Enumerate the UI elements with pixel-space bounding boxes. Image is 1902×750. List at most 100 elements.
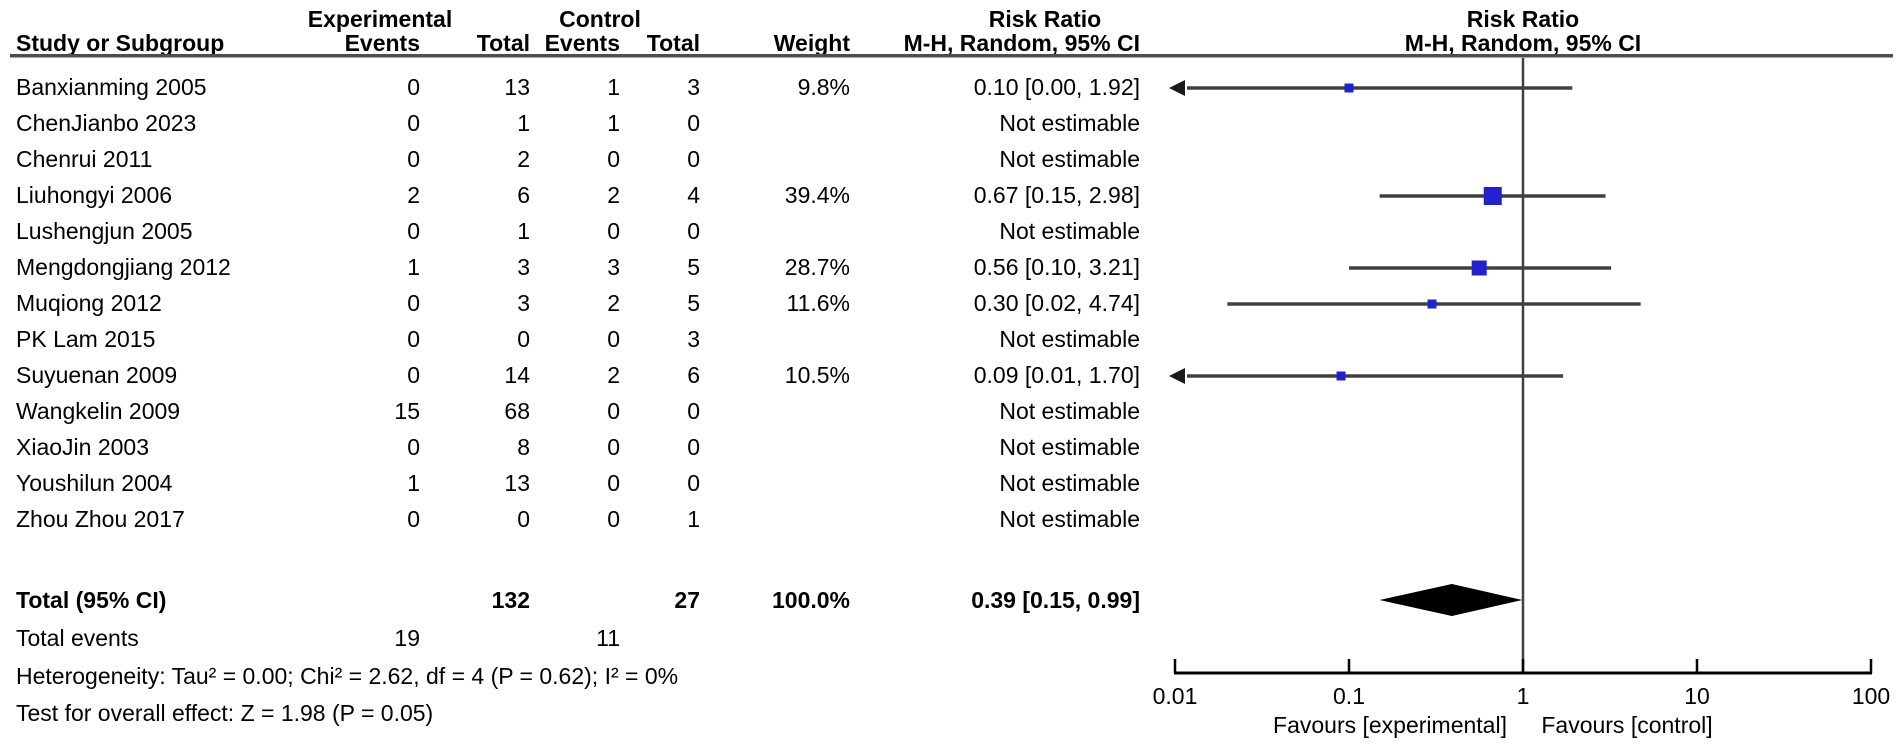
exp-total: 14	[504, 362, 530, 388]
effect-estimate: Not estimable	[999, 110, 1140, 136]
exp-events: 0	[407, 146, 420, 172]
exp-events: 0	[407, 110, 420, 136]
exp-events: 0	[407, 362, 420, 388]
ctrl-total: 0	[687, 434, 700, 460]
exp-events: 0	[407, 290, 420, 316]
header-rule	[10, 54, 1893, 58]
ci-arrow-left-icon	[1169, 368, 1185, 384]
effect-title-left: Risk Ratio	[988, 6, 1102, 32]
exp-total: 13	[504, 74, 530, 100]
study-name: PK Lam 2015	[16, 326, 156, 352]
exp-total: 0	[517, 326, 530, 352]
ctrl-events: 3	[607, 254, 620, 280]
total-row-label: Total (95% CI)	[16, 587, 167, 613]
exp-total: 3	[517, 290, 530, 316]
study-name: Muqiong 2012	[16, 290, 162, 316]
exp-total: 6	[517, 182, 530, 208]
favours-left-label: Favours [experimental]	[1273, 712, 1507, 738]
exp-events: 0	[407, 218, 420, 244]
study-name: Liuhongyi 2006	[16, 182, 173, 208]
ctrl-total: 0	[687, 470, 700, 496]
ctrl-total: 3	[687, 326, 700, 352]
ctrl-total: 1	[687, 506, 700, 532]
effect-marker	[1427, 299, 1437, 309]
study-name: Mengdongjiang 2012	[16, 254, 231, 280]
total-events-ctrl: 11	[596, 625, 620, 651]
study-name: Zhou Zhou 2017	[16, 506, 185, 532]
group-header-experimental: Experimental	[307, 6, 453, 32]
weight: 28.7%	[784, 254, 850, 280]
ctrl-total: 0	[687, 110, 700, 136]
effect-estimate: Not estimable	[999, 470, 1140, 496]
effect-estimate: Not estimable	[999, 218, 1140, 244]
effect-marker	[1336, 371, 1346, 381]
exp-total: 2	[517, 146, 530, 172]
exp-events: 1	[407, 470, 420, 496]
ctrl-events: 1	[607, 74, 620, 100]
heterogeneity-note: Heterogeneity: Tau² = 0.00; Chi² = 2.62,…	[16, 663, 679, 689]
axis-tick-label: 100	[1851, 683, 1891, 709]
ctrl-total: 4	[687, 182, 700, 208]
study-name: Banxianming 2005	[16, 74, 207, 100]
weight: 9.8%	[797, 74, 850, 100]
study-name: Suyuenan 2009	[16, 362, 178, 388]
effect-estimate: Not estimable	[999, 434, 1140, 460]
overall-effect-note: Test for overall effect: Z = 1.98 (P = 0…	[16, 700, 434, 726]
group-header-control: Control	[559, 6, 641, 32]
effect-marker	[1483, 187, 1502, 205]
ctrl-events: 0	[607, 146, 620, 172]
ctrl-events: 2	[607, 182, 620, 208]
weight: 10.5%	[784, 362, 850, 388]
effect-estimate: 0.67 [0.15, 2.98]	[973, 182, 1140, 208]
ctrl-total: 5	[687, 290, 700, 316]
study-name: Lushengjun 2005	[16, 218, 193, 244]
effect-title-right: Risk Ratio	[1466, 6, 1580, 32]
ctrl-events: 2	[607, 290, 620, 316]
exp-total: 13	[504, 470, 530, 496]
effect-estimate: 0.10 [0.00, 1.92]	[973, 74, 1140, 100]
total-exp-total: 132	[491, 587, 530, 613]
weight: 11.6%	[786, 290, 850, 316]
exp-events: 0	[407, 506, 420, 532]
plot-header-effect-ci: M-H, Random, 95% CI	[1404, 30, 1642, 56]
col-header-exp-total: Total	[476, 30, 530, 56]
axis-tick-label: 0.01	[1152, 683, 1198, 709]
axis-tick-label: 1	[1516, 683, 1530, 709]
col-header-ctrl-total: Total	[646, 30, 700, 56]
effect-estimate: 0.30 [0.02, 4.74]	[973, 290, 1140, 316]
ci-arrow-left-icon	[1169, 80, 1185, 96]
exp-total: 0	[517, 506, 530, 532]
ctrl-events: 0	[607, 398, 620, 424]
exp-total: 3	[517, 254, 530, 280]
favours-right-label: Favours [control]	[1541, 712, 1713, 738]
effect-marker	[1471, 260, 1487, 276]
ctrl-events: 1	[607, 110, 620, 136]
effect-estimate: Not estimable	[999, 506, 1140, 532]
summary-diamond	[1379, 584, 1523, 616]
exp-total: 1	[517, 218, 530, 244]
ctrl-events: 0	[607, 434, 620, 460]
effect-estimate: Not estimable	[999, 146, 1140, 172]
effect-estimate: Not estimable	[999, 326, 1140, 352]
study-name: ChenJianbo 2023	[16, 110, 197, 136]
exp-events: 0	[407, 74, 420, 100]
ctrl-events: 0	[607, 470, 620, 496]
exp-total: 68	[504, 398, 530, 424]
study-name: Chenrui 2011	[16, 146, 153, 172]
exp-events: 2	[407, 182, 420, 208]
ctrl-total: 5	[687, 254, 700, 280]
exp-total: 1	[517, 110, 530, 136]
exp-events: 1	[407, 254, 420, 280]
col-header-ctrl-events: Events	[544, 30, 620, 56]
axis-tick-label: 0.1	[1333, 683, 1365, 709]
total-effect-estimate: 0.39 [0.15, 0.99]	[971, 587, 1140, 613]
exp-events: 15	[394, 398, 420, 424]
ctrl-events: 0	[607, 326, 620, 352]
total-events-label: Total events	[16, 625, 139, 651]
col-header-exp-events: Events	[344, 30, 420, 56]
exp-events: 0	[407, 326, 420, 352]
study-name: Wangkelin 2009	[16, 398, 181, 424]
col-header-effect-ci: M-H, Random, 95% CI	[903, 30, 1140, 56]
ctrl-total: 0	[687, 398, 700, 424]
